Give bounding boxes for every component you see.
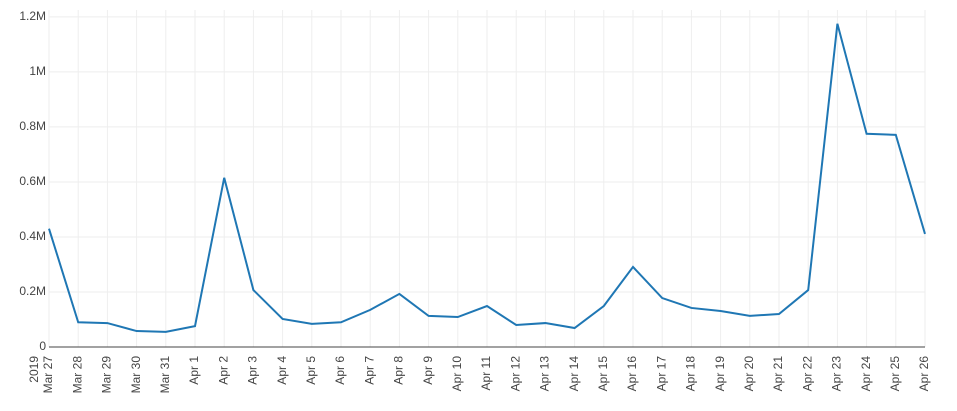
line	[48, 23, 926, 333]
x-tick-label: Apr 2	[216, 356, 230, 385]
x-tick-label: Apr 15	[596, 356, 610, 392]
x-tick-label: Apr 20	[742, 356, 756, 392]
x-tick-label: Apr 11	[479, 356, 493, 391]
grid	[48, 10, 926, 348]
x-tick-label: Apr 17	[654, 356, 668, 392]
x-tick-label: Apr 8	[392, 356, 406, 385]
x-tick-label: Apr 7	[362, 356, 376, 385]
x-tick-label: Mar 27	[41, 356, 55, 394]
y-tick-label: 0.8M	[19, 119, 46, 133]
y-tick-label: 1.2M	[19, 9, 46, 23]
y-tick-label: 1M	[29, 64, 46, 78]
y-tick-label: 0	[39, 339, 46, 353]
x-tick-label: Mar 28	[70, 356, 84, 394]
x-tick-label: Apr 6	[333, 356, 347, 385]
x-tick-label: Mar 31	[158, 356, 172, 394]
x-tick-label: Apr 18	[684, 356, 698, 392]
y-tick-label: 0.4M	[19, 229, 46, 243]
y-tick-label: 0.2M	[19, 284, 46, 298]
x-tick-label: Apr 10	[450, 356, 464, 392]
x-tick-label: Apr 22	[800, 356, 814, 392]
x-tick-label: Apr 5	[304, 356, 318, 385]
x-tick-label: Apr 24	[859, 356, 873, 392]
x-tick-label: Apr 4	[275, 356, 289, 385]
x-tick-label: Apr 19	[713, 356, 727, 392]
x-tick-label: Apr 14	[567, 356, 581, 392]
x-tick-label: Mar 30	[129, 356, 143, 394]
x-tick-label: Apr 16	[625, 356, 639, 392]
x-tick-label: Apr 1	[187, 356, 201, 385]
x-tick-year: 2019	[27, 356, 41, 383]
x-tick-label: Apr 3	[246, 356, 260, 385]
x-tick-label: Apr 12	[508, 356, 522, 392]
y-tick-label: 0.6M	[19, 174, 46, 188]
x-tick-label: Apr 25	[888, 356, 902, 392]
x-tick-label: Apr 13	[538, 356, 552, 392]
x-tick-label: Apr 23	[830, 356, 844, 392]
x-tick-label: Apr 26	[917, 356, 931, 392]
x-tick-label: Mar 29	[100, 356, 114, 394]
x-tick-label: Apr 9	[421, 356, 435, 385]
x-tick-label: Apr 21	[771, 356, 785, 392]
